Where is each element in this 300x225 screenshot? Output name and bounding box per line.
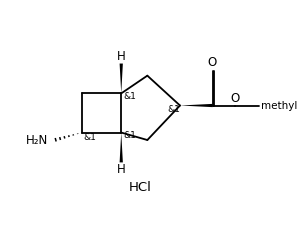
Text: methyl: methyl (261, 101, 298, 110)
Text: &1: &1 (83, 133, 96, 142)
Polygon shape (120, 63, 123, 93)
Text: O: O (207, 56, 217, 69)
Text: HCl: HCl (128, 181, 151, 194)
Text: &1: &1 (123, 131, 136, 140)
Text: H: H (117, 163, 126, 176)
Text: &1: &1 (167, 105, 180, 114)
Polygon shape (180, 104, 213, 107)
Text: H₂N: H₂N (26, 135, 49, 147)
Text: H: H (117, 50, 126, 63)
Text: O: O (230, 92, 240, 105)
Text: &1: &1 (123, 92, 136, 101)
Polygon shape (120, 133, 123, 162)
